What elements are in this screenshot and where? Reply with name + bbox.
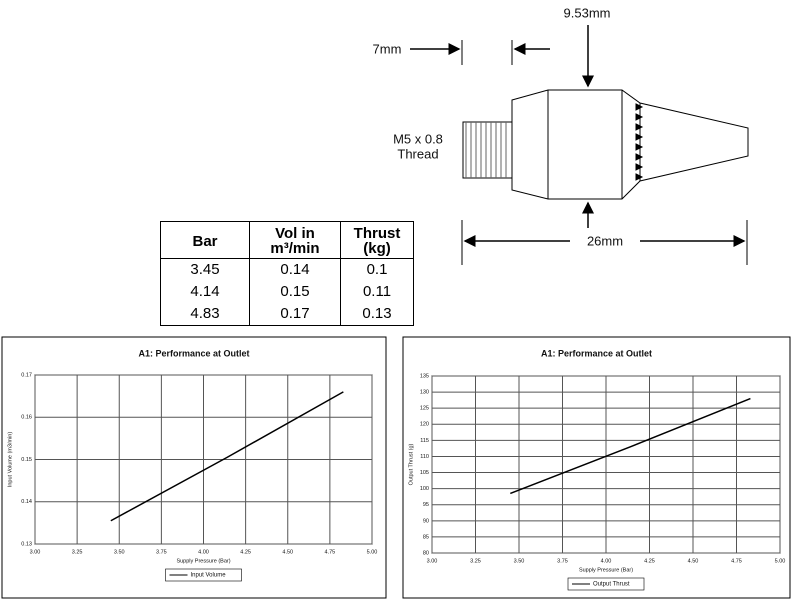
x-tick-label: 4.50 (688, 558, 699, 564)
x-tick-label: 3.25 (72, 549, 83, 555)
y-tick-label: 0.13 (21, 541, 32, 547)
table-row: 3.45 0.14 0.1 (160, 258, 414, 281)
thread-label: M5 x 0.8 (393, 131, 443, 146)
x-axis-label: Supply Pressure (Bar) (579, 567, 633, 573)
x-tick-label: 4.75 (731, 558, 742, 564)
x-tick-label: 4.25 (644, 558, 655, 564)
cell: 4.14 (160, 281, 250, 303)
table-row: 4.14 0.15 0.11 (160, 281, 414, 303)
y-tick-label: 95 (423, 502, 429, 508)
header-cell: Vol in m³/min (249, 221, 341, 259)
x-tick-label: 3.75 (156, 549, 167, 555)
dimension-label: 7mm (373, 41, 402, 56)
chart-title: A1: Performance at Outlet (541, 348, 652, 358)
dimension-label: 9.53mm (564, 5, 611, 20)
spec-table: Bar Vol in m³/min Thrust (kg) 3.45 0.14 0.… (160, 221, 414, 326)
table-row: 4.83 0.17 0.13 (160, 303, 414, 326)
cell: 0.11 (340, 281, 414, 303)
legend-box (567, 577, 645, 591)
x-tick-label: 4.50 (282, 549, 293, 555)
y-axis-label: Output Thrust (g) (408, 443, 414, 485)
x-tick-label: 3.50 (114, 549, 125, 555)
thread-label: Thread (397, 146, 438, 161)
legend-label: Output Thrust (593, 582, 630, 588)
data-line (510, 397, 751, 495)
cell: 0.1 (340, 258, 414, 281)
nozzle-diagram (410, 25, 749, 265)
y-tick-label: 85 (423, 534, 429, 540)
x-tick-label: 4.00 (198, 549, 209, 555)
header-cell: Bar (160, 221, 250, 259)
y-tick-label: 135 (420, 373, 429, 379)
y-tick-label: 120 (420, 422, 429, 428)
y-tick-label: 90 (423, 518, 429, 524)
y-tick-label: 0.14 (21, 499, 32, 505)
cell: 0.15 (249, 281, 341, 303)
y-tick-label: 105 (420, 470, 429, 476)
dimension-label: 26mm (587, 233, 623, 248)
cell: 3.45 (160, 258, 250, 281)
table-header: Bar Vol in m³/min Thrust (kg) (160, 221, 414, 259)
cell: 4.83 (160, 303, 250, 326)
x-tick-label: 5.00 (775, 558, 786, 564)
y-tick-label: 80 (423, 550, 429, 556)
x-tick-label: 3.75 (557, 558, 568, 564)
data-line (110, 391, 344, 522)
y-tick-label: 0.16 (21, 415, 32, 421)
x-tick-label: 4.25 (240, 549, 251, 555)
x-tick-label: 3.25 (470, 558, 481, 564)
y-tick-label: 115 (420, 438, 429, 444)
y-axis-label: Input Volume (m3/min) (7, 432, 13, 487)
cell: 0.14 (249, 258, 341, 281)
x-tick-label: 3.00 (427, 558, 438, 564)
cell: 0.17 (249, 303, 341, 326)
x-tick-label: 4.75 (325, 549, 336, 555)
y-tick-label: 110 (420, 454, 429, 460)
legend-box (165, 568, 242, 582)
y-tick-label: 0.17 (21, 372, 32, 378)
x-tick-label: 3.50 (514, 558, 525, 564)
cell: 0.13 (340, 303, 414, 326)
y-tick-label: 125 (420, 406, 429, 412)
x-tick-label: 5.00 (367, 549, 378, 555)
header-cell: Thrust (kg) (340, 221, 414, 259)
y-tick-label: 100 (420, 486, 429, 492)
y-tick-label: 130 (420, 390, 429, 396)
x-tick-label: 4.00 (601, 558, 612, 564)
x-tick-label: 3.00 (30, 549, 41, 555)
y-tick-label: 0.15 (21, 457, 32, 463)
legend-label: Input Volume (191, 573, 227, 579)
x-axis-label: Supply Pressure (Bar) (176, 558, 230, 564)
chart-title: A1: Performance at Outlet (138, 348, 249, 358)
